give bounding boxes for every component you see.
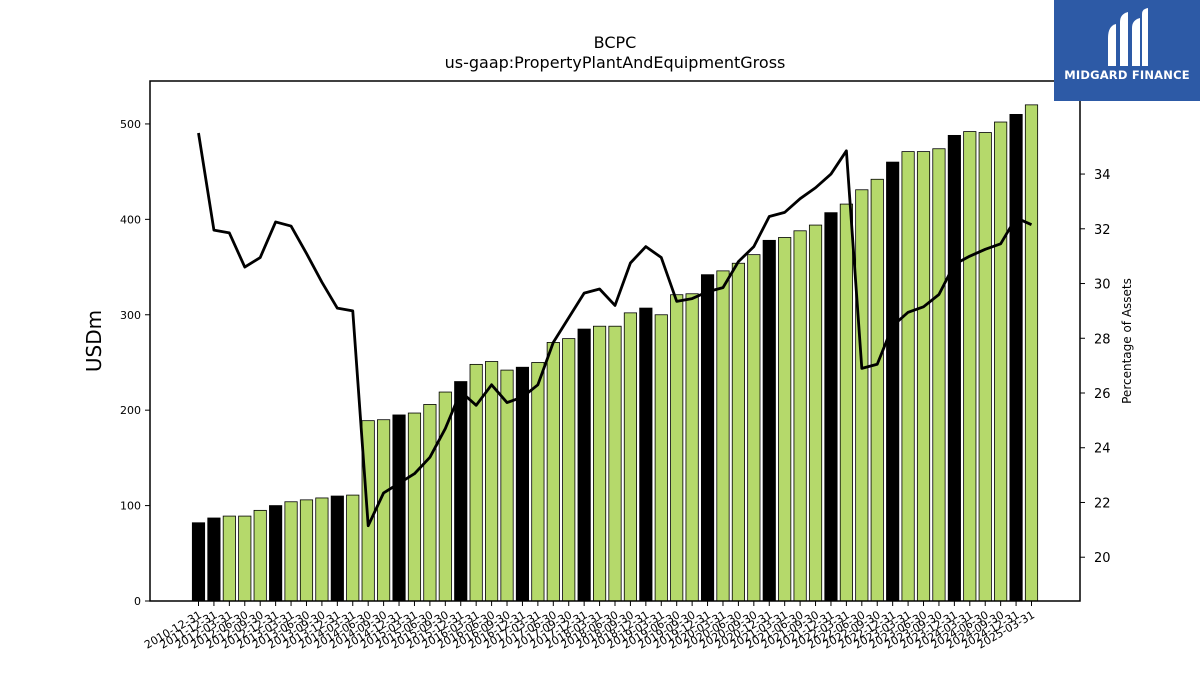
bar bbox=[562, 338, 576, 602]
y2-tick-label: 26 bbox=[1094, 387, 1111, 402]
bar bbox=[963, 131, 977, 602]
bar bbox=[346, 494, 360, 602]
bar bbox=[639, 307, 653, 602]
bar bbox=[994, 121, 1008, 602]
bar bbox=[808, 224, 823, 602]
bar bbox=[762, 239, 776, 602]
y-tick-label: 0 bbox=[134, 595, 141, 608]
bar bbox=[886, 161, 900, 602]
bar bbox=[916, 151, 931, 602]
y2-tick-label: 34 bbox=[1094, 168, 1111, 183]
y-tick-label: 400 bbox=[120, 213, 141, 226]
bar bbox=[392, 414, 406, 602]
bar bbox=[654, 314, 668, 602]
bar bbox=[454, 381, 468, 602]
y-tick-label: 100 bbox=[120, 500, 141, 513]
brand-logo: MIDGARD FINANCE bbox=[1054, 0, 1200, 101]
x-axis: 2010-12-312011-12-312012-03-312012-06-30… bbox=[142, 601, 1037, 652]
bar bbox=[901, 151, 915, 602]
bar bbox=[685, 293, 699, 602]
line-layer bbox=[197, 132, 1033, 528]
bar bbox=[191, 522, 206, 602]
y2-tick-label: 24 bbox=[1094, 442, 1111, 457]
chart-title: BCPC bbox=[594, 33, 637, 52]
bar bbox=[870, 178, 884, 602]
bar bbox=[623, 312, 637, 602]
y2-tick-label: 32 bbox=[1094, 223, 1111, 238]
bar bbox=[407, 412, 422, 602]
bar bbox=[485, 361, 499, 602]
y2-tick-label: 30 bbox=[1094, 278, 1111, 293]
bar bbox=[700, 274, 715, 602]
bar bbox=[778, 237, 792, 602]
bar bbox=[855, 189, 869, 602]
bar bbox=[670, 294, 684, 602]
bar bbox=[207, 517, 221, 602]
y-tick-label: 200 bbox=[120, 404, 141, 417]
y2-tick-label: 22 bbox=[1094, 496, 1111, 511]
bar bbox=[423, 404, 437, 602]
bar bbox=[731, 262, 745, 602]
bar bbox=[284, 501, 298, 602]
bar bbox=[593, 325, 607, 602]
bar bbox=[222, 515, 236, 602]
bar bbox=[839, 203, 853, 602]
bar bbox=[978, 132, 992, 602]
bar bbox=[793, 230, 807, 602]
bars-layer bbox=[191, 104, 1039, 602]
chart-subtitle: us-gaap:PropertyPlantAndEquipmentGross bbox=[445, 53, 786, 72]
bar bbox=[1024, 104, 1039, 602]
bar bbox=[500, 369, 514, 602]
bar bbox=[269, 505, 283, 602]
y2-axis-label: Percentage of Assets bbox=[1120, 278, 1134, 404]
bar bbox=[238, 515, 252, 602]
bar bbox=[330, 495, 344, 602]
bar bbox=[947, 134, 961, 602]
bar bbox=[299, 499, 314, 602]
y2-tick-label: 28 bbox=[1094, 332, 1111, 347]
bar bbox=[253, 509, 267, 602]
y-tick-label: 500 bbox=[120, 118, 141, 131]
bar bbox=[377, 419, 391, 602]
bar bbox=[608, 325, 622, 602]
y-axis-label: USDm bbox=[82, 310, 106, 372]
brand-name: MIDGARD FINANCE bbox=[1064, 68, 1190, 82]
bar bbox=[932, 148, 946, 602]
bar bbox=[438, 391, 452, 602]
bar bbox=[315, 497, 329, 602]
bar bbox=[716, 270, 730, 602]
bar bbox=[546, 342, 560, 602]
y-axis-right: 20 22 24 26 28 30 32 34 bbox=[1080, 168, 1111, 566]
percentage-line bbox=[197, 132, 1033, 528]
bar bbox=[1009, 113, 1023, 602]
bar bbox=[515, 366, 530, 602]
y-axis-left: 0 100 200 300 400 500 bbox=[120, 118, 150, 608]
y-tick-label: 300 bbox=[120, 309, 141, 322]
bar bbox=[531, 362, 545, 602]
bar bbox=[824, 212, 838, 602]
midgard-logo-icon bbox=[1108, 8, 1148, 66]
y2-tick-label: 20 bbox=[1094, 551, 1111, 566]
bar bbox=[577, 328, 591, 602]
bar bbox=[747, 254, 761, 602]
